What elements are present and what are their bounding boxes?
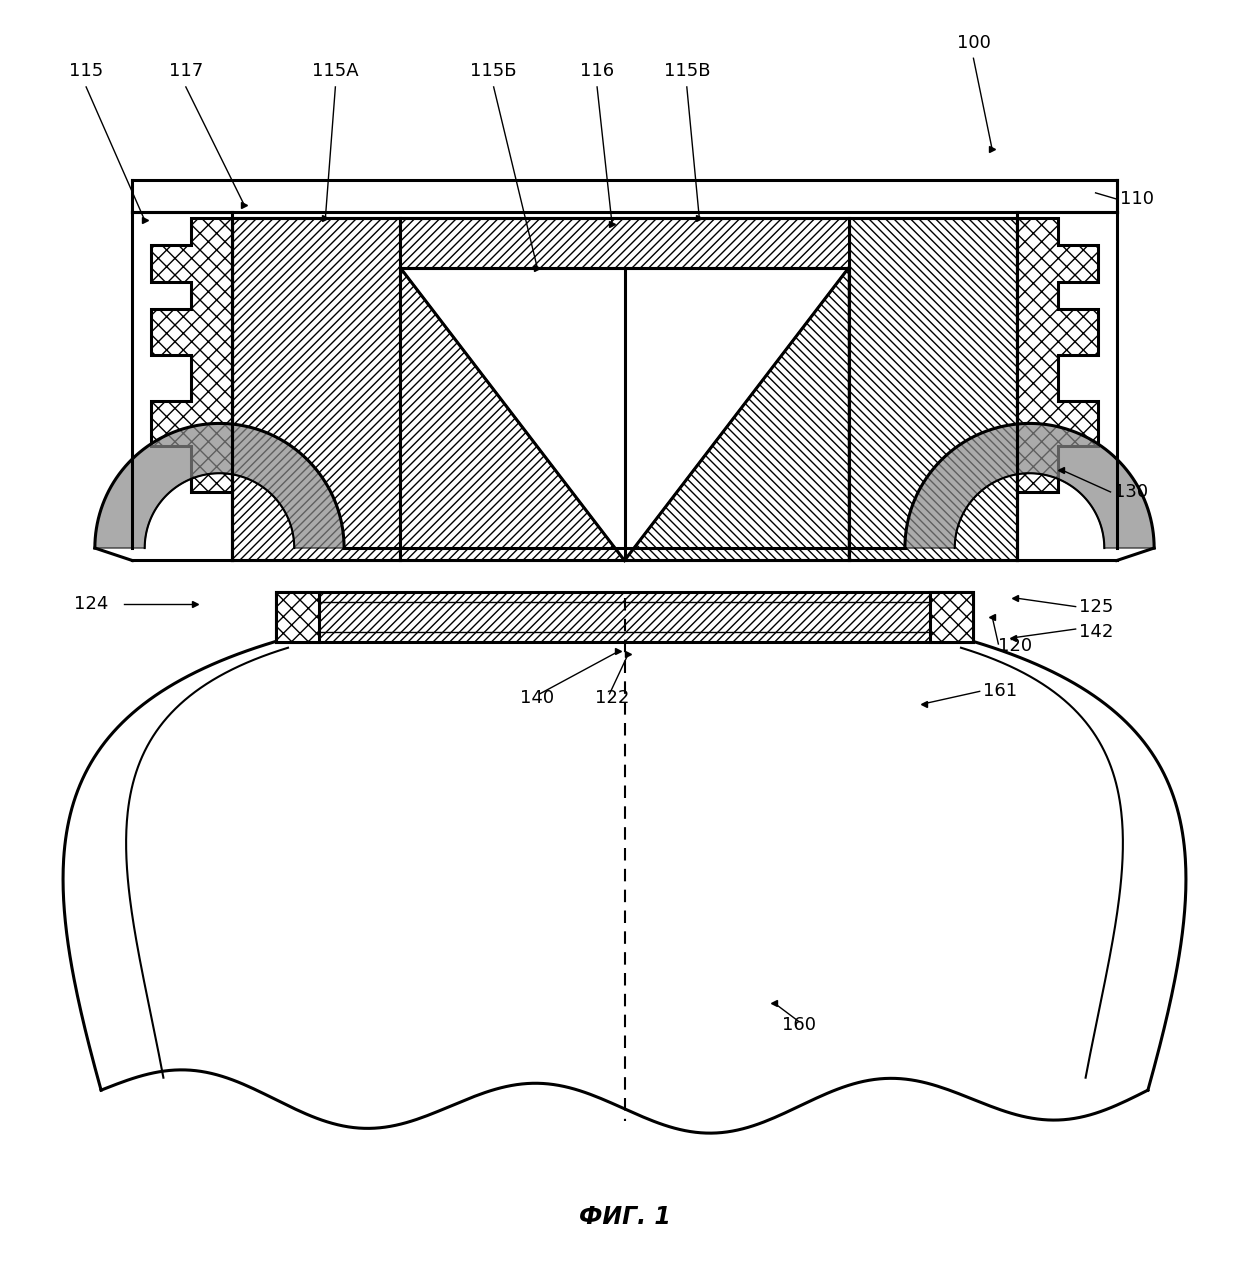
Text: 140: 140 bbox=[520, 689, 555, 707]
Text: 122: 122 bbox=[595, 689, 629, 707]
Polygon shape bbox=[400, 268, 624, 561]
Polygon shape bbox=[151, 218, 232, 491]
Text: 116: 116 bbox=[580, 62, 615, 80]
Text: 115А: 115А bbox=[312, 62, 358, 80]
Polygon shape bbox=[1017, 218, 1098, 491]
Text: 160: 160 bbox=[782, 1016, 816, 1034]
Polygon shape bbox=[276, 591, 320, 642]
Text: 142: 142 bbox=[1079, 622, 1114, 640]
Text: 110: 110 bbox=[1120, 190, 1154, 208]
Text: ФИГ. 1: ФИГ. 1 bbox=[578, 1205, 671, 1229]
Text: 125: 125 bbox=[1079, 598, 1114, 616]
Text: 100: 100 bbox=[957, 35, 990, 53]
Polygon shape bbox=[849, 218, 1017, 561]
Polygon shape bbox=[929, 591, 973, 642]
Text: 124: 124 bbox=[74, 595, 109, 613]
Text: 115: 115 bbox=[69, 62, 104, 80]
Text: 120: 120 bbox=[998, 638, 1033, 656]
Text: 115Б: 115Б bbox=[471, 62, 517, 80]
Text: 117: 117 bbox=[169, 62, 202, 80]
Text: 130: 130 bbox=[1114, 482, 1148, 500]
Polygon shape bbox=[232, 218, 400, 561]
Polygon shape bbox=[904, 423, 1154, 548]
Polygon shape bbox=[400, 218, 849, 268]
Text: 115В: 115В bbox=[663, 62, 711, 80]
Polygon shape bbox=[624, 268, 849, 561]
Polygon shape bbox=[276, 591, 973, 642]
Text: 161: 161 bbox=[983, 683, 1018, 701]
Polygon shape bbox=[95, 423, 345, 548]
